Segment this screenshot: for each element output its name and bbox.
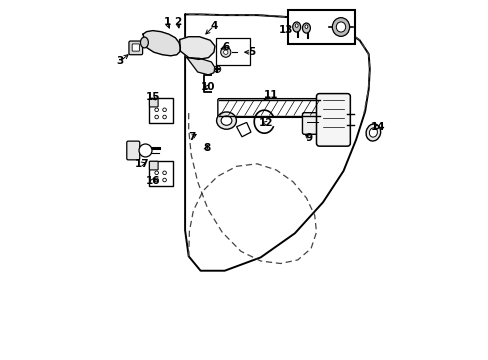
Circle shape	[163, 178, 166, 182]
Text: 6: 6	[223, 42, 230, 52]
Ellipse shape	[221, 116, 231, 125]
Text: 14: 14	[369, 122, 384, 132]
Circle shape	[223, 50, 227, 54]
FancyBboxPatch shape	[218, 99, 321, 117]
Text: 4: 4	[210, 21, 217, 31]
FancyBboxPatch shape	[129, 41, 142, 55]
Circle shape	[163, 171, 166, 175]
Ellipse shape	[305, 25, 307, 28]
Polygon shape	[142, 31, 180, 56]
Circle shape	[163, 115, 166, 119]
Text: 3: 3	[117, 56, 123, 66]
FancyBboxPatch shape	[149, 98, 158, 107]
Text: 16: 16	[145, 176, 160, 186]
Ellipse shape	[292, 22, 300, 32]
Polygon shape	[179, 37, 215, 59]
Ellipse shape	[216, 112, 236, 129]
FancyBboxPatch shape	[149, 161, 158, 170]
Circle shape	[155, 178, 158, 182]
Ellipse shape	[368, 128, 377, 137]
Bar	[215, 38, 249, 65]
Polygon shape	[186, 58, 215, 75]
Text: 12: 12	[258, 118, 273, 128]
Text: 11: 11	[264, 90, 278, 100]
Ellipse shape	[366, 124, 380, 141]
Circle shape	[139, 144, 152, 157]
Bar	[287, 10, 355, 44]
Ellipse shape	[302, 23, 310, 33]
Circle shape	[214, 66, 220, 72]
Text: 9: 9	[305, 132, 312, 143]
Circle shape	[155, 171, 158, 175]
Text: 5: 5	[247, 47, 255, 57]
Text: 15: 15	[145, 92, 160, 102]
FancyBboxPatch shape	[302, 113, 321, 134]
Text: 10: 10	[201, 82, 215, 92]
FancyBboxPatch shape	[149, 161, 173, 186]
Circle shape	[155, 108, 158, 112]
Text: 2: 2	[174, 17, 181, 27]
FancyBboxPatch shape	[126, 141, 140, 160]
FancyBboxPatch shape	[149, 98, 173, 123]
Circle shape	[220, 47, 230, 57]
Text: 7: 7	[188, 132, 196, 142]
Ellipse shape	[295, 24, 298, 27]
Text: 13: 13	[278, 24, 292, 35]
Ellipse shape	[332, 18, 349, 36]
Text: 17: 17	[134, 159, 149, 169]
Text: 1: 1	[163, 17, 170, 27]
FancyBboxPatch shape	[132, 44, 139, 51]
Ellipse shape	[336, 22, 345, 32]
FancyBboxPatch shape	[316, 94, 349, 146]
Circle shape	[163, 108, 166, 112]
Circle shape	[155, 115, 158, 119]
Text: 8: 8	[203, 143, 210, 153]
Polygon shape	[236, 122, 250, 137]
Ellipse shape	[140, 37, 148, 48]
